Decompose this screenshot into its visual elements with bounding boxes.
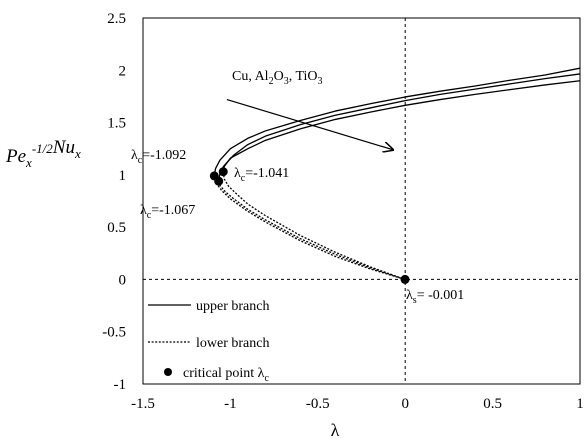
x-tick-label: 0 (401, 396, 409, 412)
lambda-sub: c (147, 210, 152, 221)
y-label-sub1: x (25, 155, 32, 170)
critical-label-1092: λc=-1.092 (131, 148, 186, 166)
legend: upper branch lower branch critical point… (148, 299, 269, 384)
legend-marker (164, 368, 172, 376)
x-tick-label: -0.5 (306, 396, 330, 412)
y-tick-label: 2 (119, 63, 127, 79)
lambda-sub: c (241, 173, 246, 184)
lambda-symbol: λ (131, 148, 138, 163)
y-axis-label: Pex-1/2Nux (5, 137, 81, 170)
lower-branch-line-3 (213, 175, 406, 281)
x-tick-label: -1 (224, 396, 237, 412)
nanofluid-text: , TiO (289, 69, 318, 84)
y-tick-label: -0.5 (102, 325, 126, 341)
lambda-symbol: λ (406, 288, 413, 303)
critical-point-3 (400, 274, 410, 284)
legend-critical-sub: c (264, 373, 269, 384)
y-tick-label: 0 (119, 272, 127, 288)
nanofluid-label: Cu, Al2O3, TiO3 (232, 69, 323, 87)
lambda-symbol: λ (140, 203, 147, 218)
y-tick-label: 1 (119, 168, 127, 184)
lambda-sub: s (413, 295, 417, 306)
critical-label-1067: λc=-1.067 (140, 203, 195, 221)
y-label-base2: Nu (52, 137, 75, 158)
separation-label: λs= -0.001 (406, 288, 464, 306)
upper-branch-line-2 (222, 80, 581, 172)
lower-branch-line-5 (222, 171, 406, 281)
nanofluid-arrow (226, 98, 393, 150)
nanofluid-sub: 2 (269, 76, 274, 87)
nanofluid-text: O (274, 69, 284, 84)
y-tick-label: 2.5 (107, 11, 126, 27)
lambda-sub: c (138, 155, 143, 166)
plot-frame (142, 17, 581, 385)
lower-branch-line-4 (218, 180, 406, 281)
axis-ticks-x: -1.5 -1 -0.5 0 0.5 1 (131, 396, 584, 412)
x-axis-label: λ (331, 420, 340, 439)
axis-ticks-y: -1 -0.5 0 0.5 1 1.5 2 2.5 (102, 11, 126, 393)
series-layer (213, 67, 581, 281)
critical-value: =-1.067 (151, 203, 195, 218)
y-label-sup1: -1/2 (32, 141, 53, 156)
x-tick-label: 0.5 (483, 396, 502, 412)
legend-critical-text: critical point λ (183, 366, 265, 381)
critical-label-1041: λc=-1.041 (234, 166, 289, 184)
legend-critical-label: critical point λc (183, 366, 269, 384)
legend-lower-label: lower branch (196, 336, 269, 351)
critical-value: =-1.092 (142, 148, 186, 163)
nanofluid-sub: 3 (318, 76, 323, 87)
x-tick-label: 1 (576, 396, 584, 412)
nanofluid-sub: 3 (284, 76, 289, 87)
lambda-symbol: λ (234, 166, 241, 181)
y-label-sub2: x (74, 146, 81, 161)
y-tick-label: 1.5 (107, 116, 126, 132)
nanofluid-text: Cu, Al (232, 69, 269, 84)
upper-branch-line-0 (213, 67, 581, 177)
separation-value: = -0.001 (417, 288, 465, 303)
critical-point-1 (214, 176, 224, 186)
y-tick-label: -1 (114, 377, 127, 393)
x-tick-label: -1.5 (131, 396, 155, 412)
legend-upper-label: upper branch (196, 299, 269, 314)
critical-value: =-1.041 (245, 166, 289, 181)
y-tick-label: 0.5 (107, 220, 126, 236)
critical-points (209, 167, 410, 284)
y-label-base1: Pe (5, 146, 26, 167)
critical-point-2 (218, 167, 228, 177)
